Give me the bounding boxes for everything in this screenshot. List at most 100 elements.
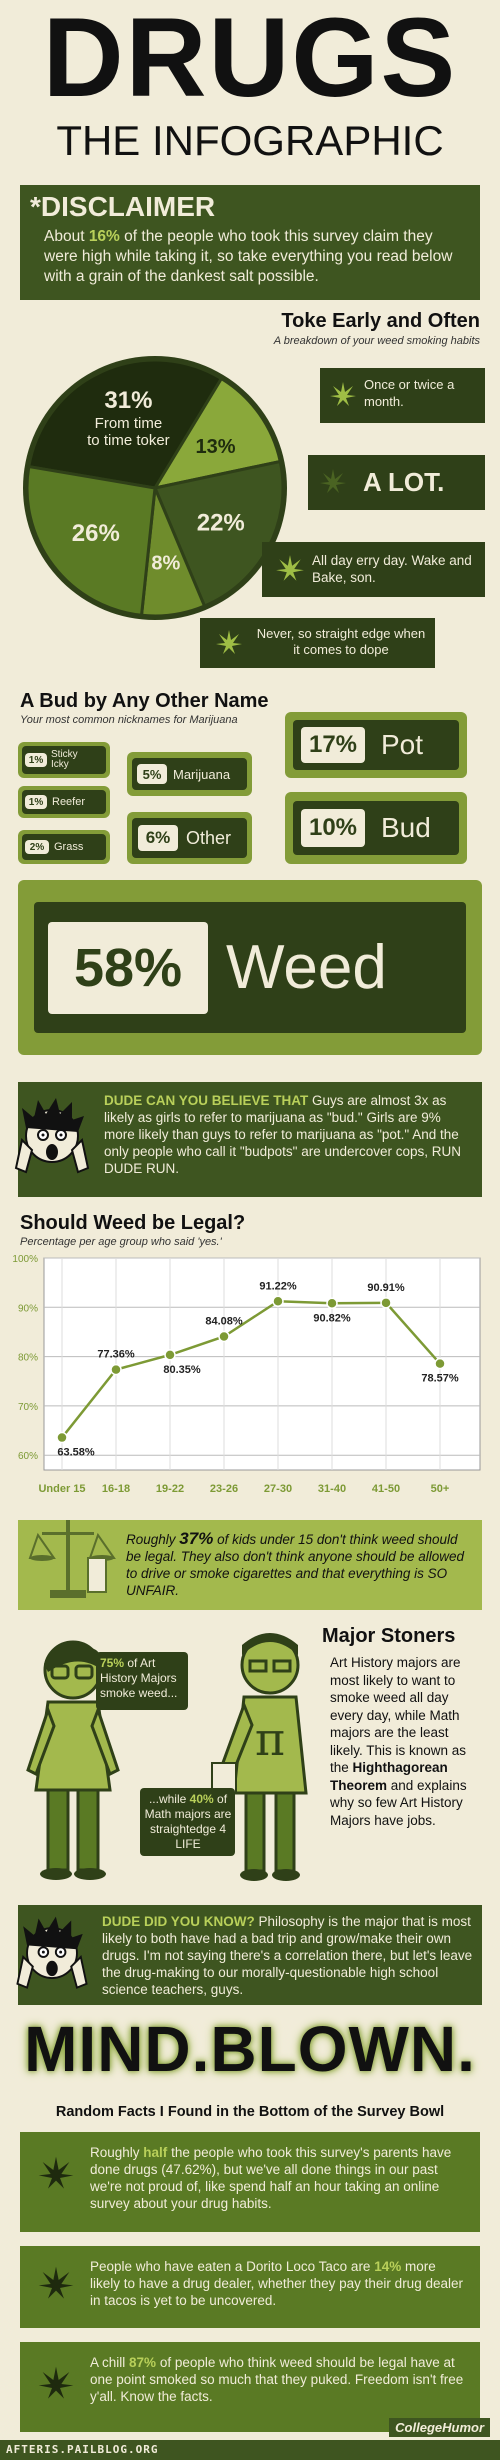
leaf-icon [276,555,304,581]
disclaimer-text: About 16% of the people who took this su… [44,228,453,285]
pie-slice-label: 22% [197,509,245,536]
y-tick-label: 100% [12,1254,38,1265]
dude-believe-text: DUDE CAN YOU BELIEVE THAT Guys are almos… [104,1093,462,1176]
legend-all-day: All day erry day. Wake and Bake, son. [262,542,485,597]
kids-text: Roughly 37% of kids under 15 don't think… [126,1529,465,1598]
pie-slice-label: 26% [72,520,120,547]
legend-all-day-text: All day erry day. Wake and Bake, son. [312,553,472,585]
nicknames-subtitle: Your most common nicknames for Marijuana [20,714,238,726]
nickname-other: 6% Other [127,812,252,864]
footer-logo: CollegeHumor [389,2418,490,2437]
x-tick-label: 19-22 [156,1483,184,1495]
series-line [61,1300,441,1439]
math-major-figure: π [211,1633,308,1881]
data-point [218,1330,230,1343]
justice-kid-icon [28,1520,116,1598]
dude-believe-panel: DUDE CAN YOU BELIEVE THAT Guys are almos… [14,1082,482,1197]
legend-a-lot: A LOT. [308,455,485,510]
nickname-weed: 58% Weed [18,880,482,1055]
legend-once-twice-text: Once or twice a month. [364,377,455,409]
legal-line-chart: 100% 90% 80% 70% 60% Under 15 16-18 19-22 23-26 2… [12,1254,481,1495]
fact-parents: Roughly half the people who took this su… [20,2132,480,2232]
y-tick-label: 60% [18,1451,38,1462]
nicknames-title: A Bud by Any Other Name [20,690,269,712]
x-tick-label: 31-40 [318,1483,346,1495]
pie-slice-desc: to time toker [87,432,170,449]
data-label: 90.82% [313,1312,351,1324]
kids-panel: Roughly 37% of kids under 15 don't think… [18,1520,482,1610]
legend-once-twice: Once or twice a month. [320,368,485,423]
x-tick-label: 50+ [431,1483,450,1495]
dude-know-text: DUDE DID YOU KNOW? Philosophy is the maj… [102,1914,473,1997]
nickname-reefer: 1% Reefer [18,786,110,818]
leaf-icon [320,469,346,493]
data-point [380,1297,392,1309]
art-majors-text: 75% of Art History Majors smoke weed... [100,1656,178,1700]
data-label: 77.36% [97,1349,135,1361]
mind-blown-title: MIND.BLOWN. [24,2013,476,2085]
leaf-icon [330,382,356,406]
footer-watermark: AFTERIS.PAILBLOG.ORG [6,2443,159,2456]
y-tick-label: 90% [18,1303,38,1314]
data-label: 80.35% [163,1364,201,1376]
shocked-face-icon [16,1916,88,1989]
art-majors-callout [96,1652,188,1710]
math-majors-callout [140,1788,235,1856]
dude-know-panel: DUDE DID YOU KNOW? Philosophy is the maj… [16,1905,482,2005]
data-point [434,1357,446,1370]
pie-slice [25,464,157,617]
leaf-icon [38,2156,74,2189]
footer-bar [0,2440,500,2460]
data-point [110,1363,122,1376]
pie-slice-label: 13% [196,436,236,458]
nickname-grass: 2% Grass [18,830,110,864]
legal-chart-title: Should Weed be Legal? [20,1212,246,1234]
x-tick-label: 16-18 [102,1483,130,1495]
legend-never: Never, so straight edge when it comes to… [200,618,435,668]
svg-text:π: π [255,1712,285,1766]
disclaimer-panel: *DISCLAIMER About 16% of the people who … [20,185,480,300]
nickname-pot: 17% Pot [285,712,467,778]
data-label: 63.58% [57,1447,95,1459]
data-point [272,1295,284,1308]
nickname-sticky-icky: 1% Sticky Icky [18,742,110,778]
leaf-icon [216,630,242,654]
legend-a-lot-text: A LOT. [363,467,445,497]
pie-slice-label: 31% [104,387,152,414]
leaf-icon [38,2266,74,2299]
x-tick-label: Under 15 [38,1483,85,1495]
legend-never-text: Never, so straight edge when it comes to… [256,626,426,657]
x-tick-label: 23-26 [210,1483,238,1495]
header: DRUGS THE INFOGRAPHIC [0,0,500,180]
fact-puked: A chill 87% of people who think weed sho… [20,2342,480,2432]
math-majors-text: ...while 40% of Math majors are straight… [144,1792,232,1851]
stoners-title: Major Stoners [322,1625,456,1647]
leaf-icon [38,2366,74,2399]
x-tick-label: 41-50 [372,1483,400,1495]
pie-slice [151,376,283,491]
pie-slice-label: 8% [151,552,180,574]
data-label: 78.57% [421,1373,459,1385]
data-point [56,1431,68,1444]
fact-taco: People who have eaten a Dorito Loco Taco… [20,2246,480,2328]
y-tick-label: 80% [18,1353,38,1364]
stoners-body: Art History majors are most likely to wa… [330,1655,467,1828]
fact-puked-text: A chill 87% of people who think weed sho… [90,2355,464,2404]
data-point [326,1297,338,1310]
toke-title: Toke Early and Often [281,310,480,332]
pie-slice-desc: From time [95,415,163,432]
mind-blown-subtitle: Random Facts I Found in the Bottom of th… [55,2104,445,2120]
toke-subtitle: A breakdown of your weed smoking habits [273,335,480,347]
page-subtitle: THE INFOGRAPHIC [56,117,444,164]
y-tick-label: 70% [18,1402,38,1413]
data-label: 91.22% [259,1280,297,1292]
fact-taco-text: People who have eaten a Dorito Loco Taco… [90,2259,463,2308]
data-point [164,1349,176,1361]
fact-parents-text: Roughly half the people who took this su… [90,2145,452,2211]
nickname-bud: 10% Bud [285,792,467,864]
disclaimer-heading: *DISCLAIMER [30,191,216,222]
legal-chart-subtitle: Percentage per age group who said 'yes.' [20,1236,222,1248]
data-label: 90.91% [367,1282,405,1294]
